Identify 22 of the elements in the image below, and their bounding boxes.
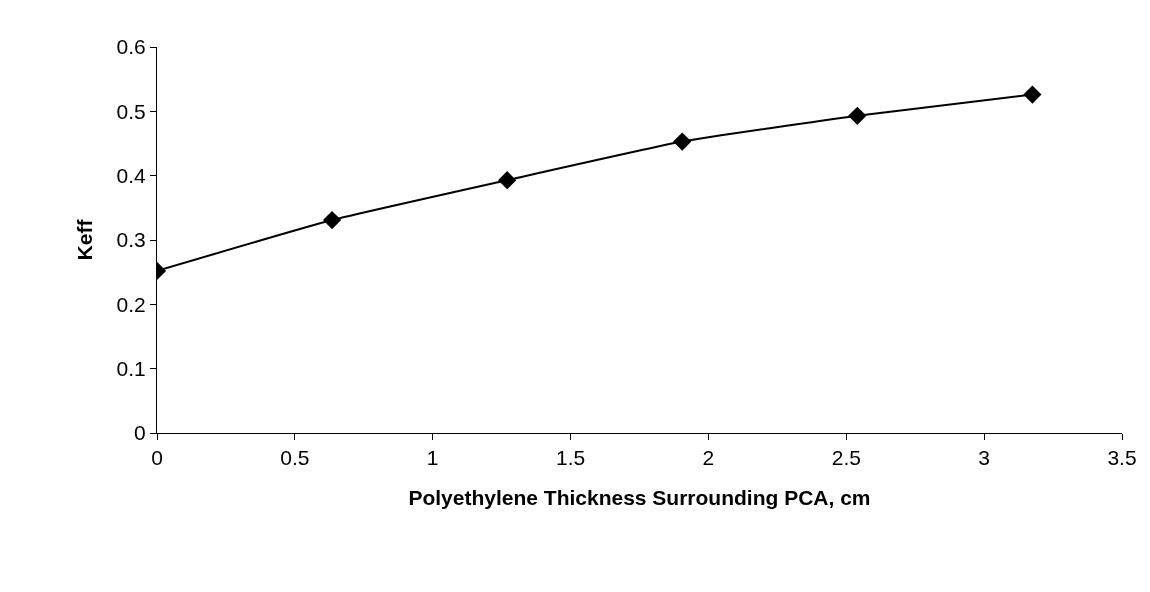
point: [848, 106, 867, 125]
x-tick-label: 1.5: [555, 446, 586, 470]
y-tick-label: 0.3: [116, 228, 146, 252]
x-tick-label: 3.5: [1107, 446, 1137, 470]
x-tick-label: 0.5: [280, 446, 310, 470]
y-tick-label: 0: [134, 421, 146, 445]
y-tick-label: 0.5: [116, 99, 146, 123]
x-tick-label: 1: [426, 446, 439, 470]
x-tick-label: 3: [978, 446, 990, 470]
x-tick-label: 2: [702, 446, 715, 470]
x-tick-label: 0: [151, 446, 163, 470]
x-tick-label: 2.5: [831, 446, 861, 470]
point: [1023, 85, 1042, 104]
y-axis-title: Keff: [72, 218, 96, 261]
x-axis-title: Polyethylene Thickness Surrounding PCA, cm: [408, 486, 871, 510]
point: [322, 210, 342, 230]
y-tick-label: 0.1: [116, 357, 146, 381]
point: [498, 171, 517, 190]
y-tick-label: 0.4: [116, 164, 147, 188]
y-tick-label: 0.2: [116, 292, 146, 316]
point: [673, 132, 692, 151]
y-tick-label: 0.6: [116, 35, 146, 59]
